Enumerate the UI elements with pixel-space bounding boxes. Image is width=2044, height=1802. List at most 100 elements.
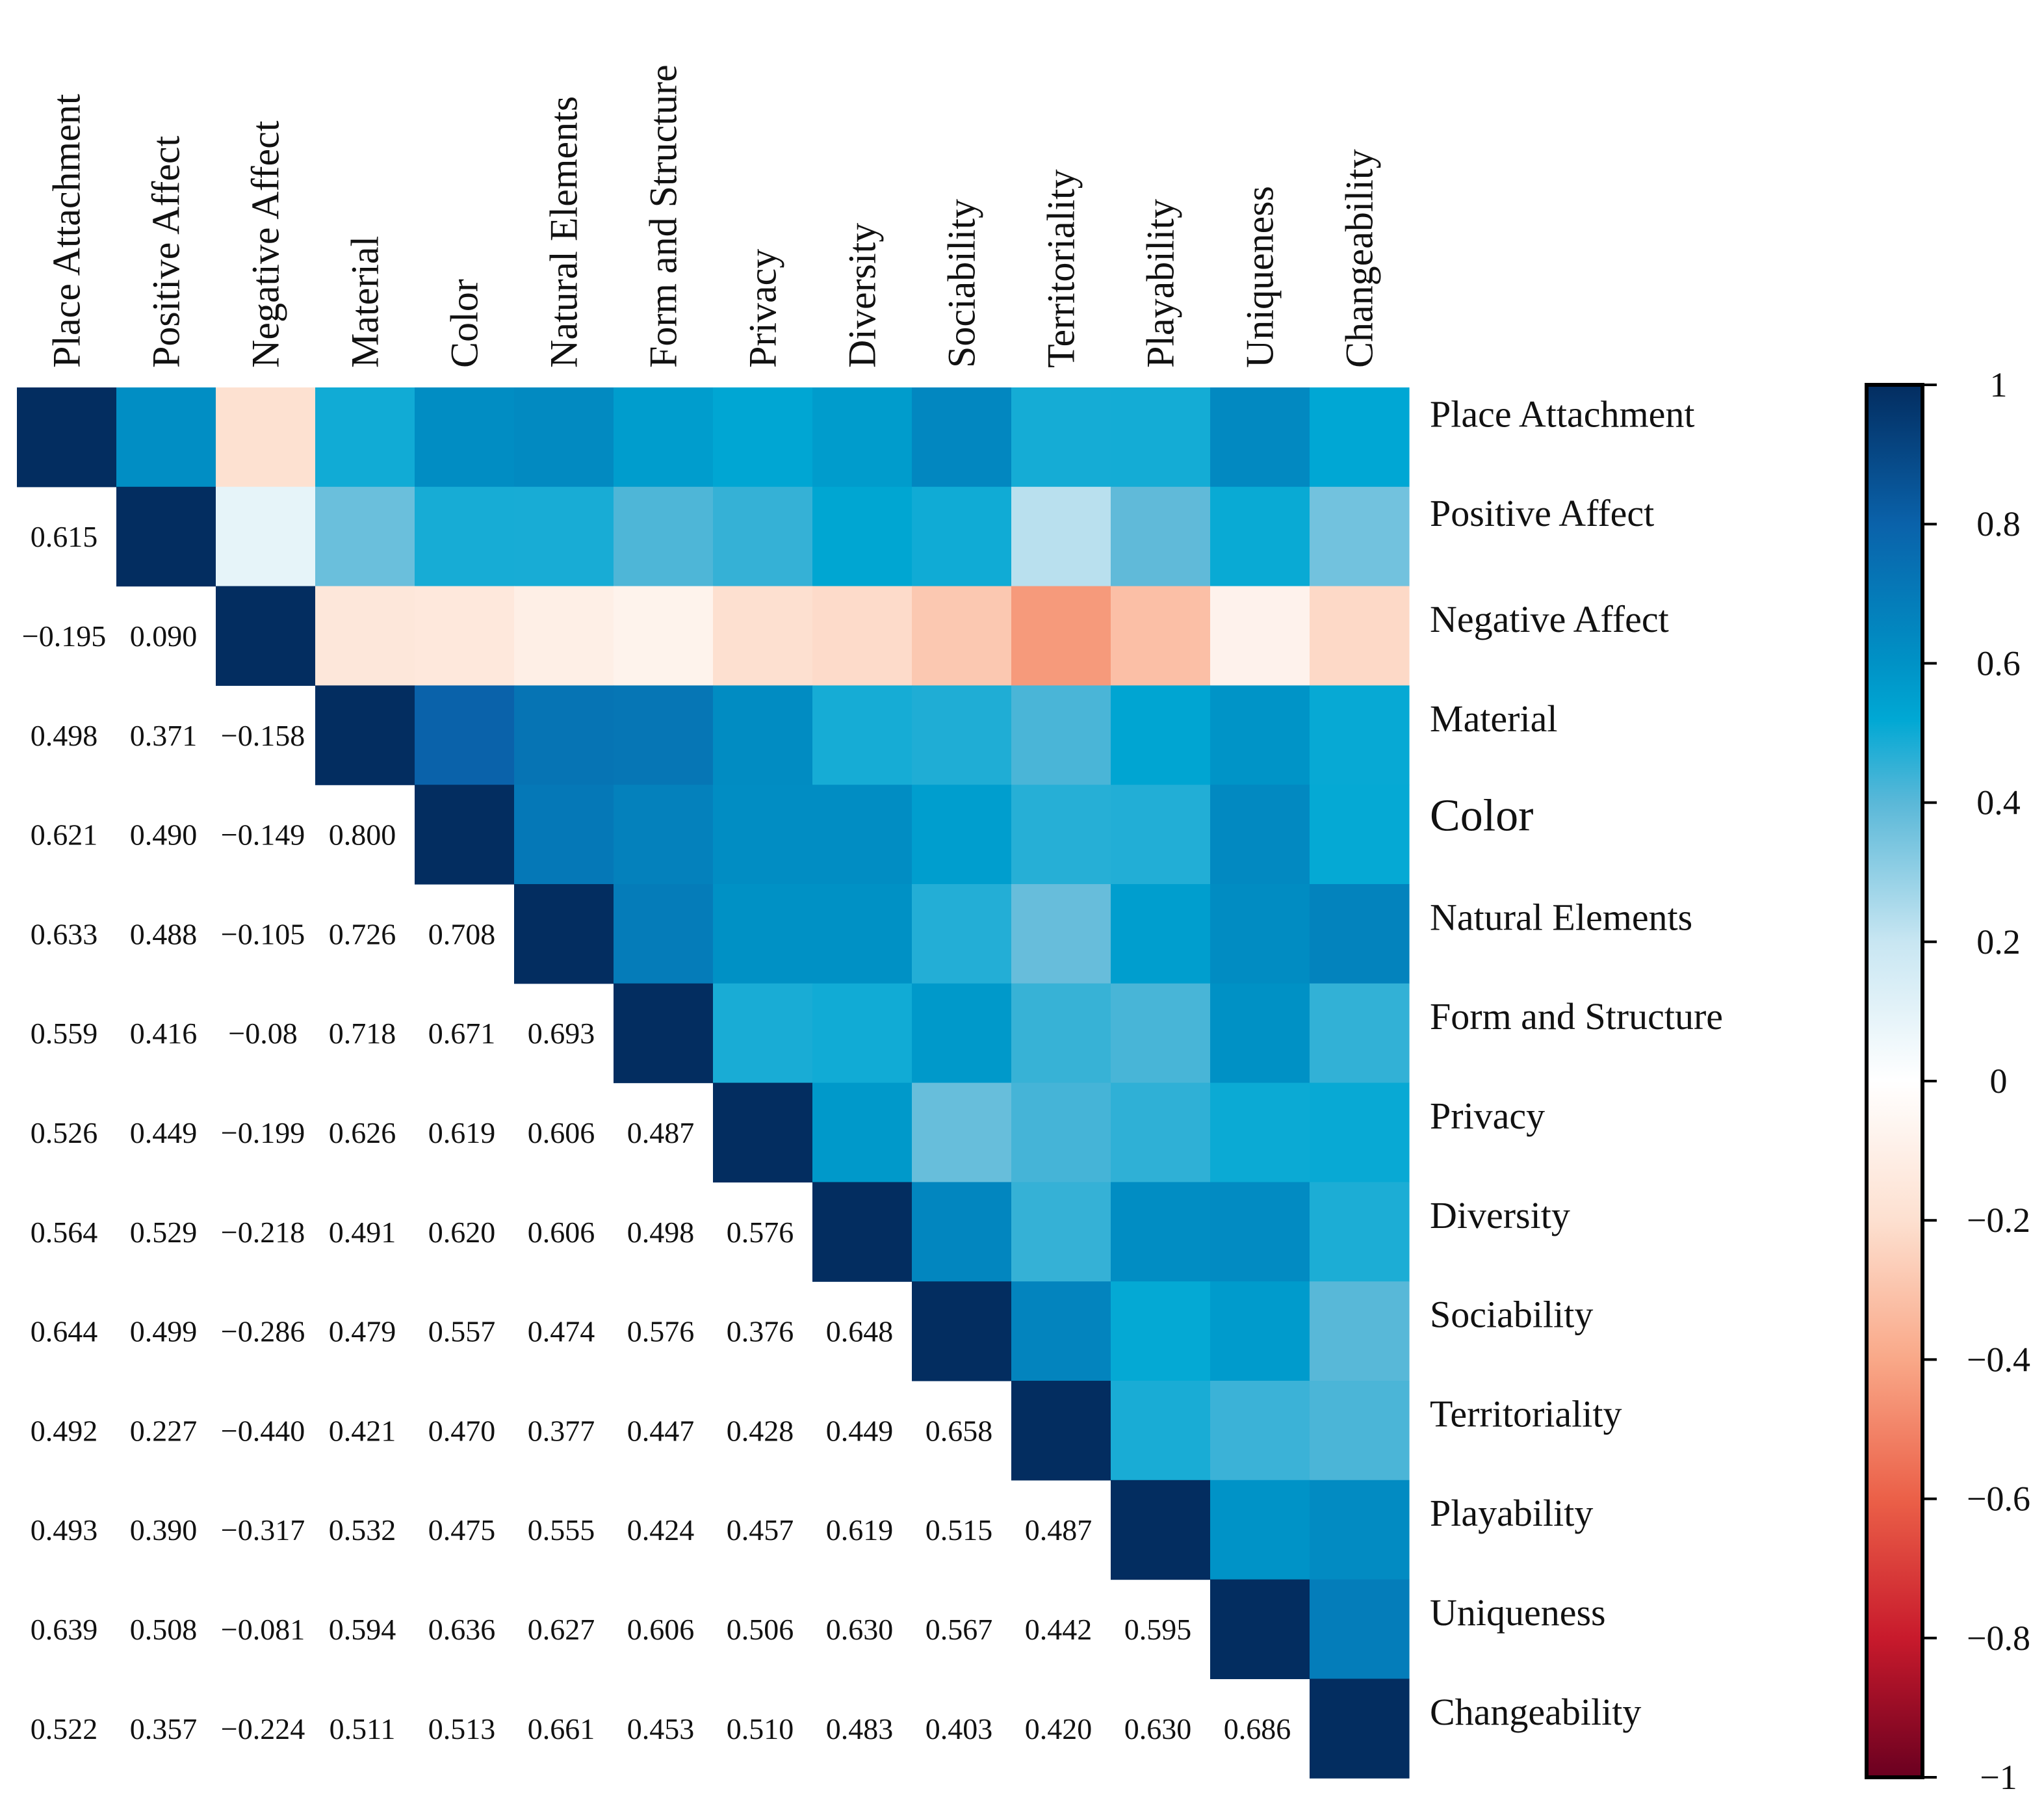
value-label: 0.483 — [826, 1712, 894, 1745]
heatmap-cell — [415, 387, 515, 488]
heatmap-cell — [1210, 1480, 1310, 1580]
heatmap-cell — [1210, 1281, 1310, 1381]
heatmap-cell — [1011, 1281, 1111, 1381]
value-label: 0.630 — [826, 1613, 894, 1646]
row-labels: Place Attachment Positive Affect Negative … — [1430, 393, 1723, 1732]
value-label: 0.449 — [130, 1116, 198, 1149]
value-label: 0.686 — [1224, 1712, 1291, 1745]
heatmap-cell — [912, 1281, 1012, 1381]
heatmap-cell — [912, 486, 1012, 587]
heatmap-cell — [912, 1182, 1012, 1282]
heatmap-cell — [315, 387, 415, 488]
column-labels: Place Attachment Positive Affect Negative … — [45, 64, 1381, 368]
value-label: −0.440 — [221, 1414, 305, 1447]
value-label: 0.522 — [31, 1712, 98, 1745]
heatmap-cell — [1210, 685, 1310, 785]
heatmap-cell — [1011, 387, 1111, 488]
heatmap-cell — [1210, 1082, 1310, 1182]
heatmap-cell — [614, 486, 714, 587]
column-label: Playability — [1139, 199, 1182, 368]
row-label: Playability — [1430, 1492, 1593, 1534]
row-label: Natural Elements — [1430, 896, 1692, 938]
colorbar-tick-label: −0.8 — [1967, 1619, 2030, 1658]
value-label: 0.559 — [31, 1017, 98, 1050]
colorbar-tick-label: −1 — [1980, 1758, 2017, 1797]
value-label: 0.606 — [528, 1216, 595, 1249]
heatmap-cell — [1011, 1182, 1111, 1282]
value-label: 0.619 — [428, 1116, 496, 1149]
heatmap-cell — [812, 387, 912, 488]
heatmap-cell — [1210, 1381, 1310, 1481]
value-label: 0.557 — [428, 1315, 496, 1348]
value-label: 0.529 — [130, 1216, 198, 1249]
heatmap-cell — [812, 1082, 912, 1182]
value-label: 0.487 — [1025, 1513, 1093, 1547]
heatmap-cell — [1310, 1579, 1410, 1679]
column-label: Form and Structure — [642, 64, 685, 368]
value-label: 0.498 — [31, 719, 98, 752]
heatmap-cell — [1310, 884, 1410, 984]
value-label: 0.453 — [627, 1712, 695, 1745]
heatmap-cells — [17, 387, 1410, 1779]
heatmap-cell — [1210, 586, 1310, 686]
heatmap-cell — [713, 586, 813, 686]
colorbar-gradient — [1865, 383, 1924, 1779]
row-label: Form and Structure — [1430, 995, 1723, 1038]
heatmap-cell — [812, 884, 912, 984]
heatmap-cell — [713, 884, 813, 984]
heatmap-cell — [713, 1082, 813, 1182]
heatmap-cell — [216, 387, 316, 488]
heatmap-cell — [1111, 486, 1211, 587]
heatmap-cell — [216, 586, 316, 686]
heatmap-cell — [1210, 1182, 1310, 1282]
heatmap-cell — [514, 486, 614, 587]
value-label: −0.199 — [221, 1116, 305, 1149]
value-label: 0.390 — [130, 1513, 198, 1547]
value-label: −0.317 — [221, 1513, 305, 1547]
column-label: Negative Affect — [244, 120, 287, 368]
heatmap-cell — [1310, 1381, 1410, 1481]
value-label: 0.693 — [528, 1017, 595, 1050]
value-label: 0.708 — [428, 917, 496, 950]
value-label: 0.644 — [31, 1315, 98, 1348]
heatmap-cell — [1310, 586, 1410, 686]
heatmap-cell — [812, 785, 912, 885]
heatmap-cell — [1111, 1082, 1211, 1182]
value-label: 0.490 — [130, 818, 198, 852]
row-label: Negative Affect — [1430, 598, 1669, 640]
value-label: 0.493 — [31, 1513, 98, 1547]
value-label: 0.726 — [329, 917, 396, 950]
value-label: 0.636 — [428, 1613, 496, 1646]
row-label: Changeability — [1430, 1691, 1641, 1733]
heatmap-cell — [514, 884, 614, 984]
heatmap-cell — [1111, 1381, 1211, 1481]
value-label: 0.376 — [727, 1315, 794, 1348]
heatmap-cell — [812, 486, 912, 587]
heatmap-cell — [1011, 685, 1111, 785]
row-label: Positive Affect — [1430, 492, 1654, 534]
heatmap-cell — [1111, 387, 1211, 488]
heatmap-cell — [315, 486, 415, 587]
value-label: 0.416 — [130, 1017, 198, 1050]
value-label: 0.491 — [329, 1216, 396, 1249]
heatmap-cell — [713, 486, 813, 587]
value-label: 0.630 — [1124, 1712, 1192, 1745]
value-label: 0.526 — [31, 1116, 98, 1149]
column-label: Changeability — [1338, 149, 1381, 368]
value-label: 0.639 — [31, 1613, 98, 1646]
value-label: 0.564 — [31, 1216, 98, 1249]
heatmap-cell — [1210, 884, 1310, 984]
column-label: Uniqueness — [1239, 186, 1282, 368]
value-labels: 0.615 −0.195 0.090 0.498 0.371 −0.158 0.621 0.4… — [22, 520, 1291, 1745]
heatmap-cell — [713, 387, 813, 488]
heatmap-cell — [713, 983, 813, 1084]
heatmap-cell — [713, 785, 813, 885]
value-label: 0.648 — [826, 1315, 894, 1348]
value-label: 0.606 — [627, 1613, 695, 1646]
value-label: −0.105 — [221, 917, 305, 950]
heatmap-cell — [912, 685, 1012, 785]
row-label: Territoriality — [1430, 1392, 1622, 1435]
heatmap-cell — [713, 685, 813, 785]
heatmap-cell — [812, 586, 912, 686]
column-label: Color — [443, 279, 486, 368]
